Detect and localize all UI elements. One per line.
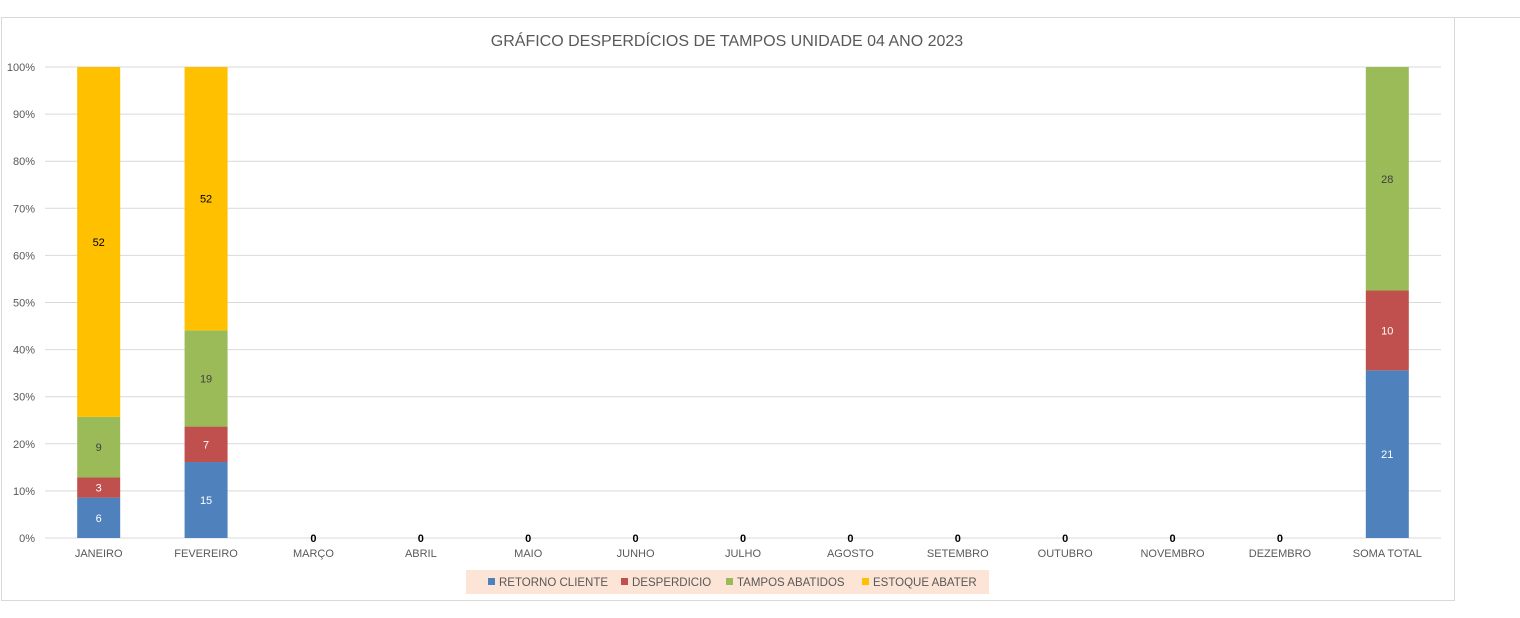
legend: RETORNO CLIENTE DESPERDICIO TAMPOS ABATIDO…: [466, 570, 989, 594]
data-label-zero: 0: [418, 533, 424, 545]
bar-segment: [77, 416, 121, 478]
bar-segment: [184, 67, 228, 331]
data-label: 28: [1381, 174, 1393, 186]
y-axis-tick-labels: 0% 10% 20% 30% 40% 50% 60% 70% 80% 90% 100%: [7, 62, 35, 545]
chart-title: GRÁFICO DESPERDÍCIOS DE TAMPOS UNIDADE 0…: [491, 31, 964, 50]
x-category-label: NOVEMBRO: [1140, 548, 1205, 560]
legend-label: RETORNO CLIENTE: [499, 577, 608, 589]
data-label-zero: 0: [525, 533, 531, 545]
legend-label: ESTOQUE ABATER: [873, 577, 977, 589]
data-label: 9: [96, 442, 102, 454]
legend-swatch: [726, 578, 733, 585]
x-category-label: AGOSTO: [827, 548, 874, 560]
bar-segment: [1365, 290, 1409, 371]
x-category-label: JUNHO: [617, 548, 655, 560]
y-tick-label: 90%: [13, 109, 35, 121]
data-label: 10: [1381, 325, 1393, 337]
y-tick-label: 20%: [13, 439, 35, 451]
x-category-label: DEZEMBRO: [1249, 548, 1312, 560]
x-category-label: ABRIL: [405, 548, 437, 560]
bar-segment: [77, 67, 121, 417]
legend-swatch: [621, 578, 628, 585]
legend-label: TAMPOS ABATIDOS: [737, 577, 845, 589]
data-label: 6: [96, 513, 102, 525]
x-category-label: JANEIRO: [75, 548, 123, 560]
gridlines: [45, 66, 1441, 539]
legend-label: DESPERDICIO: [632, 577, 711, 589]
data-label-zero: 0: [310, 533, 316, 545]
legend-swatch: [488, 578, 495, 585]
bar-segment: [77, 477, 121, 498]
y-tick-label: 70%: [13, 203, 35, 215]
x-category-label: MAIO: [514, 548, 543, 560]
data-label-zero: 0: [1062, 533, 1068, 545]
data-label-zero: 0: [633, 533, 639, 545]
x-category-label: JULHO: [725, 548, 762, 560]
bar-segment: [184, 426, 228, 463]
data-label-zero: 0: [847, 533, 853, 545]
bar-segment: [1365, 370, 1409, 538]
bars: [77, 67, 1409, 538]
data-label-zero: 0: [955, 533, 961, 545]
bar-segment: [184, 462, 228, 538]
y-tick-label: 100%: [7, 62, 35, 74]
data-label: 3: [96, 483, 102, 495]
data-label: 52: [200, 194, 212, 206]
data-label-zero: 0: [740, 533, 746, 545]
legend-swatch: [862, 578, 869, 585]
data-label: 15: [200, 495, 212, 507]
x-axis-category-labels: JANEIRO FEVEREIRO MARÇO ABRIL MAIO JUNHO JULHO…: [75, 548, 1422, 560]
y-tick-label: 60%: [13, 250, 35, 262]
data-label-zero: 0: [1277, 533, 1283, 545]
y-tick-label: 0%: [19, 533, 35, 545]
data-label: 7: [203, 439, 209, 451]
x-category-label: SETEMBRO: [927, 548, 989, 560]
top-border-line: [1455, 17, 1520, 18]
x-category-label: SOMA TOTAL: [1353, 548, 1422, 560]
x-category-label: OUTUBRO: [1038, 548, 1093, 560]
y-tick-label: 80%: [13, 156, 35, 168]
data-label-zero: 0: [1169, 533, 1175, 545]
x-category-label: FEVEREIRO: [174, 548, 238, 560]
y-tick-label: 30%: [13, 392, 35, 404]
bar-segment: [77, 497, 121, 538]
bar-segment: [1365, 67, 1409, 291]
data-label: 52: [93, 237, 105, 249]
data-label: 19: [200, 373, 212, 385]
data-label: 21: [1381, 449, 1393, 461]
data-labels: 6 3 9 52 15 7 19 52 0 0 0 0 0 0 0 0 0 0 21 10 28: [93, 174, 1394, 545]
y-tick-label: 40%: [13, 345, 35, 357]
y-tick-label: 10%: [13, 486, 35, 498]
y-tick-label: 50%: [13, 298, 35, 310]
bar-segment: [184, 330, 228, 427]
x-category-label: MARÇO: [293, 548, 334, 560]
